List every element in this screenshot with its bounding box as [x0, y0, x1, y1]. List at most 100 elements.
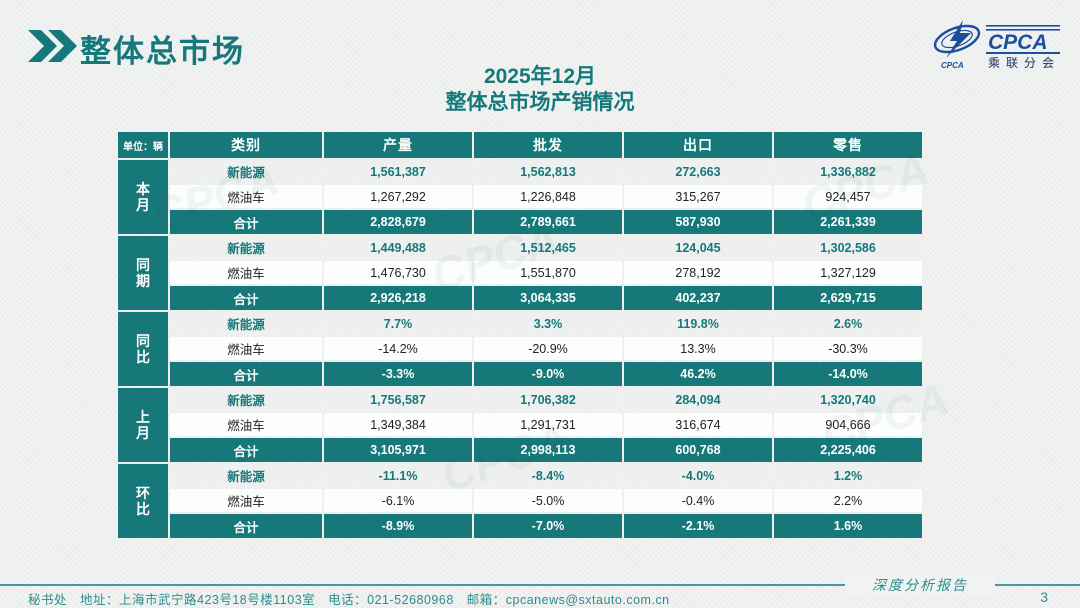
- table-group-2: 同比新能源 7.7% 3.3% 119.8% 2.6% 燃油车 -14.2% -20.9% 13…: [118, 312, 922, 386]
- group-label-char: 环: [136, 485, 150, 501]
- group-label-4: 环比: [118, 464, 168, 538]
- value-cell: 46.2%: [624, 362, 772, 386]
- value-cell: 2.6%: [774, 312, 922, 335]
- category-cell: 新能源: [170, 236, 322, 259]
- table-row: 合计 -8.9% -7.0% -2.1% 1.6%: [170, 514, 922, 538]
- value-cell: 904,666: [774, 413, 922, 436]
- table-group-1: 同期新能源 1,449,488 1,512,465 124,045 1,302,586 燃…: [118, 236, 922, 310]
- section-title: 整体总市场: [80, 34, 245, 69]
- slide-title: 2025年12月 整体总市场产销情况: [290, 64, 790, 116]
- table-row: 新能源 1,756,587 1,706,382 284,094 1,320,740: [170, 388, 922, 411]
- value-cell: 1,512,465: [474, 236, 622, 259]
- value-cell: 1,291,731: [474, 413, 622, 436]
- value-cell: 1.2%: [774, 464, 922, 487]
- table-row: 燃油车 -6.1% -5.0% -0.4% 2.2%: [170, 489, 922, 512]
- value-cell: 1,349,384: [324, 413, 472, 436]
- value-cell: -14.0%: [774, 362, 922, 386]
- value-cell: 1,551,870: [474, 261, 622, 284]
- value-cell: 924,457: [774, 185, 922, 208]
- group-label-char: 月: [136, 425, 150, 441]
- value-cell: 3,105,971: [324, 438, 472, 462]
- category-cell: 合计: [170, 210, 322, 234]
- table-row: 燃油车 1,267,292 1,226,848 315,267 924,457: [170, 185, 922, 208]
- value-cell: -6.1%: [324, 489, 472, 512]
- page-number: 3: [1040, 589, 1048, 605]
- market-table: 单位：辆 类别 产量 批发 出口 零售本月新能源 1,561,387 1,562,813 272…: [118, 132, 922, 540]
- table-row: 合计 3,105,971 2,998,113 600,768 2,225,406: [170, 438, 922, 462]
- table-unit-label: 单位：辆: [118, 132, 168, 158]
- group-label-char: 比: [136, 501, 150, 517]
- value-cell: -30.3%: [774, 337, 922, 360]
- footer-contact: 秘书处 地址：上海市武宁路423号18号楼1103室 电话：021-526809…: [28, 589, 670, 608]
- group-label-0: 本月: [118, 160, 168, 234]
- table-header-row: 单位：辆 类别 产量 批发 出口 零售: [118, 132, 922, 158]
- value-cell: 2,926,218: [324, 286, 472, 310]
- value-cell: -5.0%: [474, 489, 622, 512]
- slide-title-line2: 整体总市场产销情况: [445, 91, 635, 114]
- group-body-4: 新能源 -11.1% -8.4% -4.0% 1.2% 燃油车 -6.1% -5.0% -0.4…: [170, 464, 922, 538]
- footer-email-link[interactable]: cpcanews@sxtauto.com.cn: [505, 593, 670, 607]
- value-cell: 119.8%: [624, 312, 772, 335]
- footer-report-label: 深度分析报告: [845, 575, 995, 595]
- value-cell: 600,768: [624, 438, 772, 462]
- footer-divider: [0, 584, 1080, 586]
- category-cell: 新能源: [170, 160, 322, 183]
- group-label-1: 同期: [118, 236, 168, 310]
- column-header-4: 零售: [774, 132, 922, 158]
- cpca-swoosh-icon: CPCA: [933, 20, 981, 70]
- value-cell: 1,302,586: [774, 236, 922, 259]
- category-cell: 燃油车: [170, 489, 322, 512]
- double-chevron-icon: [28, 30, 77, 62]
- table-row: 合计 -3.3% -9.0% 46.2% -14.0%: [170, 362, 922, 386]
- value-cell: 2,998,113: [474, 438, 622, 462]
- value-cell: -7.0%: [474, 514, 622, 538]
- value-cell: 1,320,740: [774, 388, 922, 411]
- table-row: 合计 2,926,218 3,064,335 402,237 2,629,715: [170, 286, 922, 310]
- table-group-0: 本月新能源 1,561,387 1,562,813 272,663 1,336,882 燃…: [118, 160, 922, 234]
- category-cell: 合计: [170, 438, 322, 462]
- slide-title-line1: 2025年12月: [483, 65, 597, 88]
- value-cell: 278,192: [624, 261, 772, 284]
- group-label-2: 同比: [118, 312, 168, 386]
- value-cell: 1,476,730: [324, 261, 472, 284]
- value-cell: 2,828,679: [324, 210, 472, 234]
- group-body-1: 新能源 1,449,488 1,512,465 124,045 1,302,586 燃油车…: [170, 236, 922, 310]
- value-cell: 1,561,387: [324, 160, 472, 183]
- value-cell: -3.3%: [324, 362, 472, 386]
- cpca-wordmark: CPCA 乘联分会: [986, 25, 1060, 70]
- value-cell: 1.6%: [774, 514, 922, 538]
- category-cell: 新能源: [170, 464, 322, 487]
- value-cell: -0.4%: [624, 489, 772, 512]
- value-cell: -2.1%: [624, 514, 772, 538]
- value-cell: 284,094: [624, 388, 772, 411]
- value-cell: 1,562,813: [474, 160, 622, 183]
- value-cell: -20.9%: [474, 337, 622, 360]
- value-cell: 2,261,339: [774, 210, 922, 234]
- value-cell: -8.4%: [474, 464, 622, 487]
- group-body-0: 新能源 1,561,387 1,562,813 272,663 1,336,882 燃油车…: [170, 160, 922, 234]
- table-row: 新能源 1,561,387 1,562,813 272,663 1,336,882: [170, 160, 922, 183]
- value-cell: 315,267: [624, 185, 772, 208]
- value-cell: 402,237: [624, 286, 772, 310]
- table-group-4: 环比新能源 -11.1% -8.4% -4.0% 1.2% 燃油车 -6.1% -5.0% -0…: [118, 464, 922, 538]
- category-cell: 燃油车: [170, 337, 322, 360]
- category-cell: 新能源: [170, 312, 322, 335]
- category-cell: 燃油车: [170, 413, 322, 436]
- value-cell: 316,674: [624, 413, 772, 436]
- category-cell: 合计: [170, 286, 322, 310]
- category-cell: 合计: [170, 362, 322, 386]
- value-cell: 3.3%: [474, 312, 622, 335]
- table-row: 燃油车 1,349,384 1,291,731 316,674 904,666: [170, 413, 922, 436]
- value-cell: -11.1%: [324, 464, 472, 487]
- value-cell: 2,225,406: [774, 438, 922, 462]
- column-header-1: 产量: [324, 132, 472, 158]
- value-cell: 2.2%: [774, 489, 922, 512]
- column-header-2: 批发: [474, 132, 622, 158]
- category-cell: 新能源: [170, 388, 322, 411]
- value-cell: 3,064,335: [474, 286, 622, 310]
- category-cell: 燃油车: [170, 261, 322, 284]
- value-cell: 7.7%: [324, 312, 472, 335]
- group-label-char: 同: [136, 257, 150, 273]
- column-header-0: 类别: [170, 132, 322, 158]
- value-cell: 587,930: [624, 210, 772, 234]
